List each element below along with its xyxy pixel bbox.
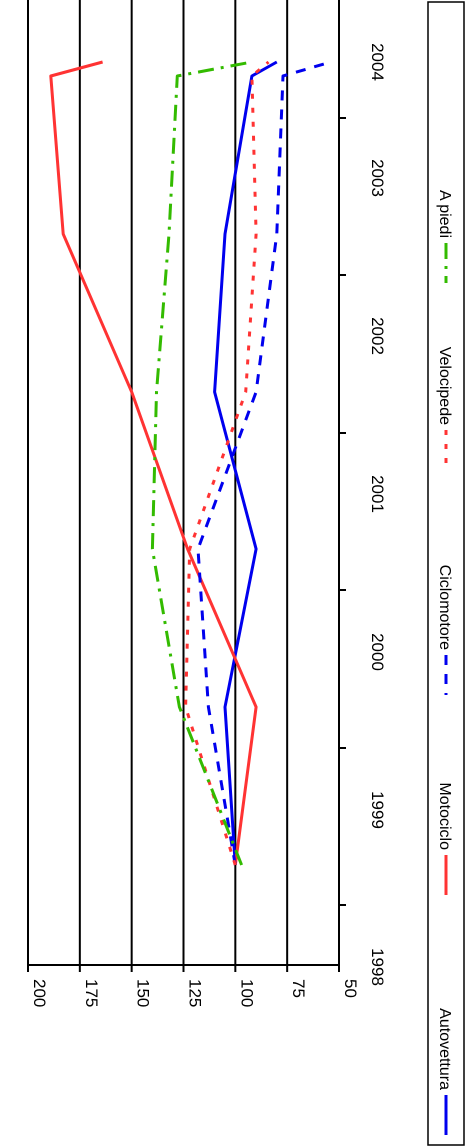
- value-tick-label: 125: [186, 979, 205, 1007]
- series-line-1: [49, 60, 258, 866]
- category-label: 2002: [368, 317, 387, 355]
- label-layer: 200 175 150 125 100 75 50 1998 1999 2000 2001 2002 2…: [30, 43, 387, 1007]
- category-label: 2003: [368, 159, 387, 197]
- value-tick-label: 75: [289, 979, 308, 998]
- series-line-4: [150, 60, 253, 866]
- value-tick-label: 100: [237, 979, 256, 1007]
- legend-label: Velocipede: [436, 347, 453, 425]
- value-tick-label: 150: [134, 979, 153, 1007]
- legend-label: Motociclo: [436, 782, 453, 850]
- series-line-0: [213, 60, 278, 866]
- category-label: 2001: [368, 475, 387, 513]
- legend-label: Ciclomotore: [436, 565, 453, 650]
- category-label: 2004: [368, 43, 387, 81]
- legend-label: A piedi: [436, 190, 453, 238]
- axis-layer: [27, 0, 346, 972]
- value-tick-label: 50: [341, 979, 360, 998]
- grid-layer: [27, 0, 289, 965]
- series-line-3: [184, 60, 270, 866]
- value-tick-label: 175: [82, 979, 101, 1007]
- value-tick-label: 200: [30, 979, 49, 1007]
- legend-label: Autovettura: [436, 1008, 453, 1090]
- series-line-2: [196, 60, 332, 866]
- legend: Autovettura Motociclo Ciclomotore Velociped…: [427, 1, 465, 1146]
- series-layer: [49, 60, 332, 866]
- category-label: 1999: [368, 791, 387, 829]
- category-label: 2000: [368, 633, 387, 671]
- legend-box: [427, 1, 465, 1146]
- category-label: 1998: [368, 948, 387, 986]
